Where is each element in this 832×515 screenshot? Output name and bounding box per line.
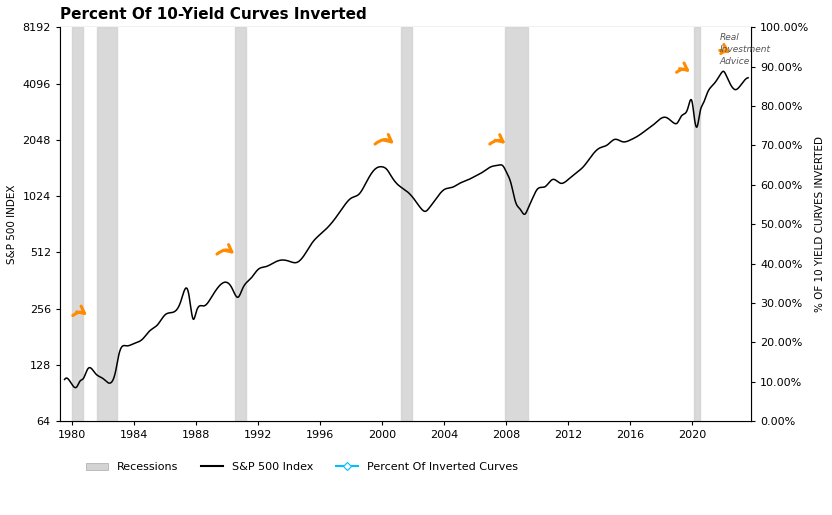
Legend: Recessions, S&P 500 Index, Percent Of Inverted Curves: Recessions, S&P 500 Index, Percent Of In… [82, 458, 522, 477]
S&P 500 Index [352, 193, 362, 199]
Text: Real
Investment
Advice: Real Investment Advice [720, 33, 770, 66]
S&P 500 Index [71, 385, 81, 391]
S&P 500 Index [718, 68, 728, 74]
Bar [694, 27, 700, 421]
Line: S&P 500 Index: S&P 500 Index [65, 71, 748, 388]
Text: Percent Of 10-Yield Curves Inverted: Percent Of 10-Yield Curves Inverted [60, 7, 367, 22]
Text: A Recession Is Imminent
When 50% Of Yield Curves
Tracked Enter Inversion.: A Recession Is Imminent When 50% Of Yiel… [532, 236, 663, 269]
S&P 500 Index [730, 87, 740, 93]
Y-axis label: % OF 10 YIELD CURVES INVERTED: % OF 10 YIELD CURVES INVERTED [815, 136, 825, 312]
S&P 500 Index [743, 75, 753, 81]
Bar [401, 27, 412, 421]
S&P 500 Index [138, 336, 148, 342]
Bar [72, 27, 83, 421]
Bar [505, 27, 528, 421]
S&P 500 Index [656, 115, 666, 122]
Y-axis label: S&P 500 INDEX: S&P 500 INDEX [7, 184, 17, 264]
Bar [97, 27, 117, 421]
Bar [235, 27, 246, 421]
S&P 500 Index [322, 225, 332, 231]
S&P 500 Index [60, 376, 70, 383]
S&P 500 Index [178, 290, 188, 297]
